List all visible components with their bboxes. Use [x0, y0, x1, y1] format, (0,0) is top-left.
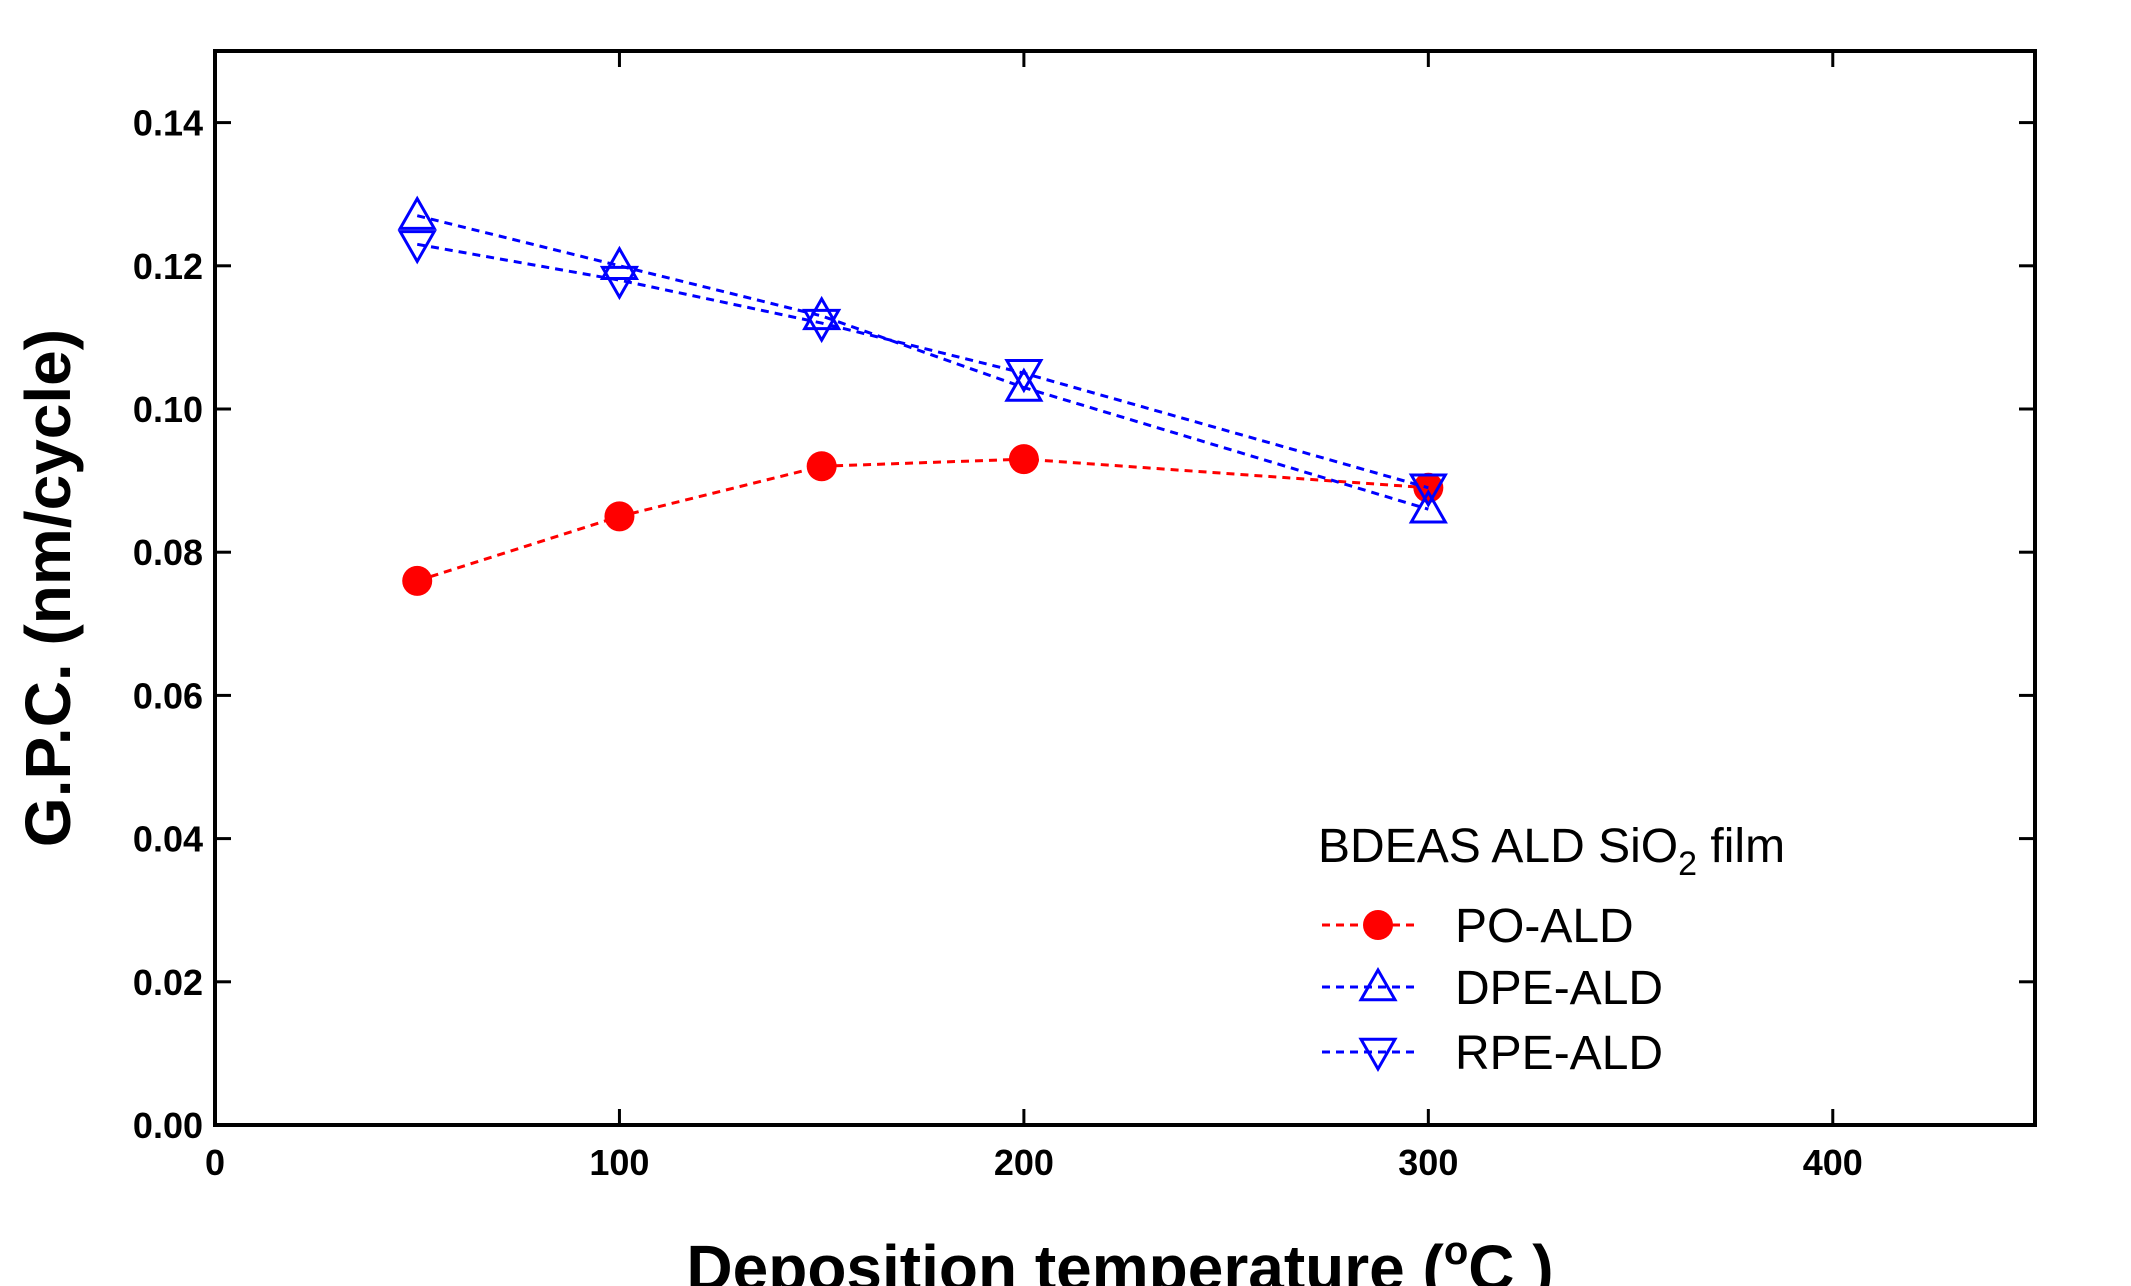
legend-title-tail: film — [1697, 820, 1785, 873]
legend-entry-po-ald: PO-ALD — [1322, 900, 1634, 953]
data-point-po-ald — [1008, 444, 1039, 475]
legend-title: BDEAS ALD SiO2 film — [1318, 820, 1785, 883]
legend-title-subscript: 2 — [1678, 845, 1697, 883]
legend-marker-po-ald — [1363, 910, 1393, 940]
data-point-dpe-ald — [599, 245, 640, 281]
y-tick-label: 0.04 — [133, 819, 203, 860]
data-point-po-ald — [402, 565, 433, 596]
legend: BDEAS ALD SiO2 film PO-ALD DPE-ALD RPE-ALD — [1318, 820, 1785, 1080]
y-tick-label: 0.12 — [133, 246, 203, 287]
x-tick-label: 400 — [1803, 1142, 1863, 1183]
y-tick-label: 0.06 — [133, 675, 203, 716]
data-point-po-ald — [604, 501, 635, 532]
legend-marker-rpe-ald — [1358, 1037, 1398, 1073]
series-layer — [397, 195, 1448, 596]
y-tick-label: 0.00 — [133, 1105, 203, 1146]
data-point-rpe-ald — [802, 308, 842, 344]
data-point-rpe-ald — [1408, 473, 1448, 508]
x-axis-title-unit: C ) — [1468, 1232, 1553, 1286]
legend-label-rpe-ald: RPE-ALD — [1455, 1027, 1663, 1080]
x-tick-label: 0 — [205, 1142, 225, 1183]
y-tick-label: 0.14 — [133, 103, 203, 144]
legend-entry-dpe-ald: DPE-ALD — [1322, 962, 1663, 1015]
data-point-dpe-ald — [1004, 367, 1044, 402]
data-point-dpe-ald — [1408, 489, 1448, 524]
x-axis-title: Deposition temperature (oC ) — [686, 1229, 1553, 1286]
series-line-dpe-ald — [416, 214, 1429, 511]
data-point-rpe-ald — [1004, 358, 1044, 394]
legend-marker-dpe-ald — [1358, 966, 1398, 1002]
y-tick-label: 0.08 — [133, 532, 203, 573]
data-point-rpe-ald — [599, 265, 640, 301]
x-tick-label: 100 — [589, 1142, 649, 1183]
data-point-dpe-ald — [397, 195, 437, 230]
series-line-po-ald — [416, 457, 1429, 583]
series-rpe-ald — [397, 230, 1448, 508]
y-tick-label: 0.02 — [133, 962, 203, 1003]
x-axis-title-main: Deposition temperature ( — [686, 1232, 1444, 1286]
data-point-po-ald — [806, 451, 837, 482]
x-axis-title-degree: o — [1444, 1229, 1468, 1273]
y-tick-label: 0.10 — [133, 389, 203, 430]
legend-entry-rpe-ald: RPE-ALD — [1322, 1027, 1663, 1080]
legend-entries: PO-ALD DPE-ALD RPE-ALD — [1322, 900, 1663, 1080]
x-tick-label: 300 — [1398, 1142, 1458, 1183]
axis-ticks: 0 100 200 300 400 0.00 0.02 0.04 0.06 0.08 0.10 0.1… — [133, 51, 2035, 1183]
legend-label-dpe-ald: DPE-ALD — [1455, 962, 1663, 1015]
plot-area-frame — [213, 49, 2037, 1127]
data-point-dpe-ald — [802, 295, 842, 331]
y-axis-title: G.P.C. (nm/cycle) — [12, 329, 84, 847]
series-dpe-ald — [397, 195, 1448, 524]
data-point-rpe-ald — [397, 230, 437, 265]
series-line-rpe-ald — [416, 242, 1429, 490]
legend-title-main: BDEAS ALD SiO — [1318, 820, 1678, 873]
legend-label-po-ald: PO-ALD — [1455, 900, 1634, 953]
series-po-ald — [402, 444, 1444, 596]
x-tick-label: 200 — [994, 1142, 1054, 1183]
